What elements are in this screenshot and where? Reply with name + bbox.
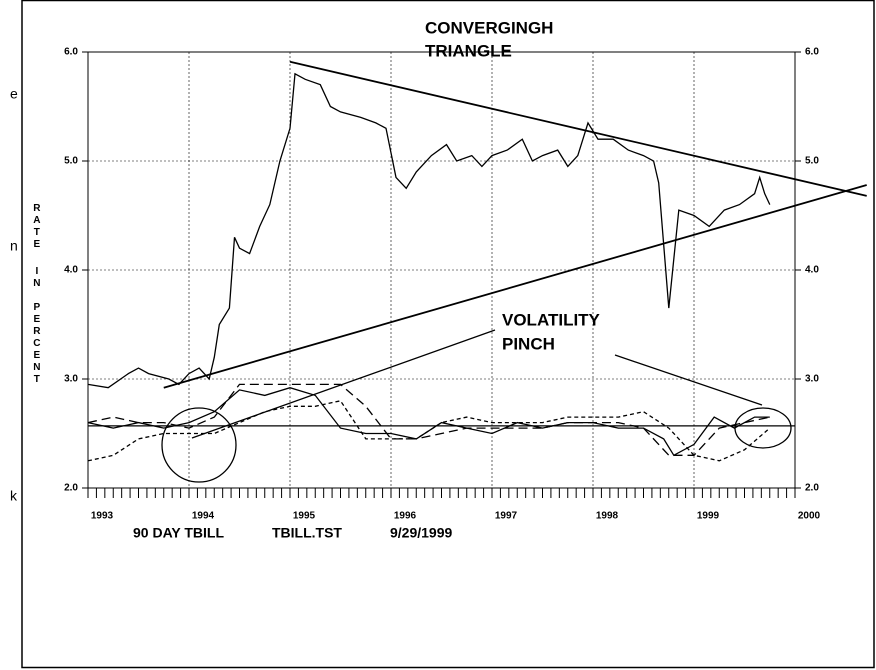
y-axis-label: RATE: [31, 203, 42, 251]
y-tick-label: 4.0: [64, 265, 78, 276]
chart-title: CONVERGINGH: [425, 18, 553, 37]
y-tick-label: 6.0: [805, 47, 819, 58]
fragment: e: [10, 86, 18, 102]
x-tick-label: 1993: [91, 511, 114, 522]
footer: TBILL.TST: [272, 525, 342, 541]
annotation: VOLATILITY: [502, 310, 601, 329]
y-tick-label: 2.0: [64, 483, 78, 494]
highlight-circle: [734, 407, 792, 449]
series-line: [87, 72, 771, 389]
y-tick-label: 5.0: [805, 156, 819, 167]
fragment: n: [10, 238, 18, 254]
series-line: [87, 383, 770, 456]
pointer-line: [191, 329, 496, 439]
highlight-circle: [161, 407, 237, 483]
y-tick-label: 5.0: [64, 156, 78, 167]
x-tick-label: 2000: [798, 511, 821, 522]
x-tick-label: 1995: [293, 511, 316, 522]
series-line: [87, 400, 771, 462]
y-tick-label: 6.0: [64, 47, 78, 58]
pointer-line: [614, 354, 763, 406]
frame: [21, 0, 875, 669]
chart-title: TRIANGLE: [425, 41, 512, 60]
y-tick-label: 2.0: [805, 483, 819, 494]
y-tick-label: 3.0: [64, 374, 78, 385]
x-tick-label: 1999: [697, 511, 720, 522]
y-axis-label: PERCENT: [31, 302, 42, 386]
y-axis-label: IN: [31, 266, 42, 290]
fragment: k: [10, 488, 18, 504]
footer: 90 DAY TBILL: [133, 525, 224, 541]
y-tick-label: 4.0: [805, 265, 819, 276]
y-tick-label: 3.0: [805, 374, 819, 385]
footer: 9/29/1999: [390, 525, 452, 541]
x-tick-label: 1998: [596, 511, 619, 522]
annotation: PINCH: [502, 334, 555, 353]
x-tick-label: 1996: [394, 511, 417, 522]
trendline: [163, 184, 867, 389]
x-tick-label: 1997: [495, 511, 518, 522]
trendline: [289, 60, 867, 197]
series-line: [87, 387, 770, 457]
x-tick-label: 1994: [192, 511, 215, 522]
